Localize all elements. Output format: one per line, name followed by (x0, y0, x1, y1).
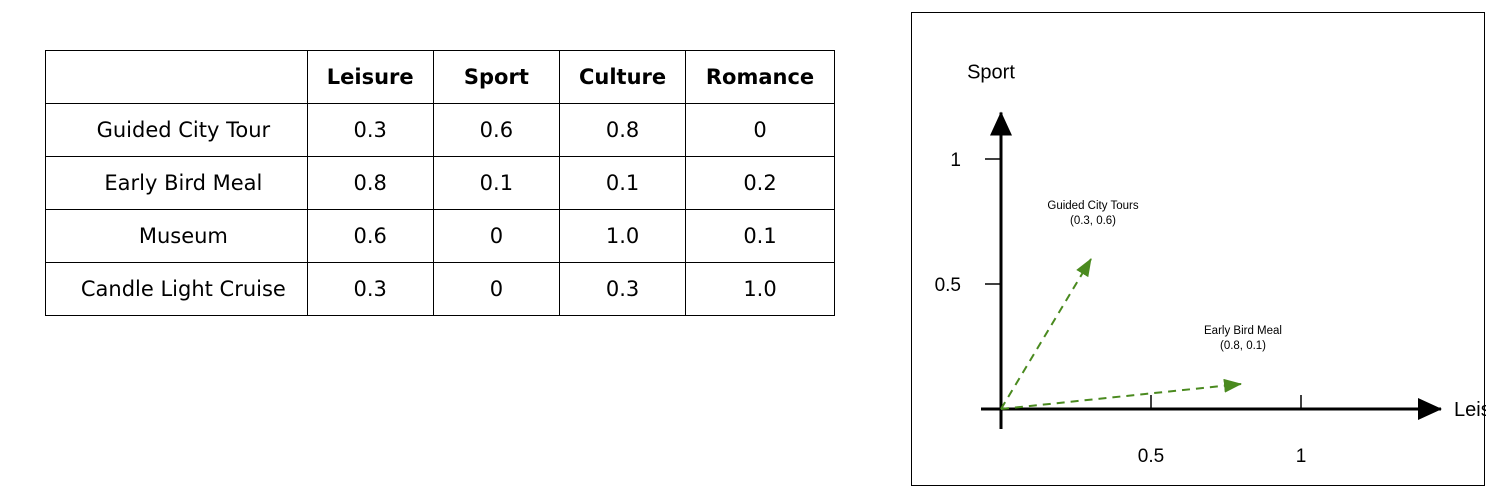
x-axis-title: Leisure (1454, 399, 1486, 421)
vector-name-label: Early Bird Meal (1204, 325, 1282, 337)
table-cell: 0.3 (306, 262, 434, 316)
activity-feature-table: Leisure Sport Culture Romance Guided Cit… (45, 50, 835, 316)
vector-chart: Leisure Sport 0.5 1 0.5 1 Guided City Tours (0… (935, 62, 1486, 468)
table-header-row: Leisure Sport Culture Romance (45, 50, 835, 104)
vector-coord-label: (0.3, 0.6) (1070, 215, 1116, 227)
table-cell: 0.8 (306, 156, 434, 210)
vector-name-label: Guided City Tours (1047, 200, 1138, 212)
table-cell: 0.1 (432, 156, 561, 210)
header-sport: Sport (432, 50, 561, 104)
table-cell: 0.6 (432, 103, 561, 157)
table-cell: 0.8 (559, 103, 687, 157)
activity-table-wrapper: Leisure Sport Culture Romance Guided Cit… (45, 50, 835, 321)
vector-arrow (1000, 258, 1092, 410)
row-label: Guided City Tour (45, 103, 308, 157)
table-row: Early Bird Meal 0.8 0.1 0.1 0.2 (45, 156, 835, 210)
header-leisure: Leisure (306, 50, 434, 104)
header-corner (45, 50, 308, 104)
table-cell: 1.0 (559, 209, 687, 263)
table-cell: 0 (685, 103, 835, 157)
table-cell: 0.1 (685, 209, 835, 263)
vector-group: Early Bird Meal (0.8, 0.1) (1000, 325, 1282, 410)
table-row: Guided City Tour 0.3 0.6 0.8 0 (45, 103, 835, 157)
header-romance: Romance (685, 50, 835, 104)
row-label: Museum (45, 209, 308, 263)
table-cell: 0.2 (685, 156, 835, 210)
vector-coord-label: (0.8, 0.1) (1220, 340, 1266, 352)
table-row: Museum 0.6 0 1.0 0.1 (45, 209, 835, 263)
table-cell: 1.0 (685, 262, 835, 316)
header-culture: Culture (559, 50, 687, 104)
y-axis-title: Sport (967, 62, 1015, 84)
table-row: Candle Light Cruise 0.3 0 0.3 1.0 (45, 262, 835, 316)
y-tick-label: 0.5 (935, 275, 961, 296)
table-cell: 0.3 (306, 103, 434, 157)
x-tick-label: 1 (1296, 446, 1307, 467)
table-cell: 0.3 (559, 262, 687, 316)
table-cell: 0.1 (559, 156, 687, 210)
vector-chart-panel: Leisure Sport 0.5 1 0.5 1 Guided City Tours (0… (911, 12, 1486, 486)
x-tick-label: 0.5 (1138, 446, 1164, 467)
table-cell: 0.6 (306, 209, 434, 263)
vector-arrow (1000, 378, 1242, 410)
y-tick-label: 1 (950, 150, 961, 171)
vector-group: Guided City Tours (0.3, 0.6) (1000, 200, 1139, 410)
row-label: Early Bird Meal (45, 156, 308, 210)
table-cell: 0 (432, 209, 561, 263)
table-cell: 0 (432, 262, 561, 316)
row-label: Candle Light Cruise (45, 262, 308, 316)
